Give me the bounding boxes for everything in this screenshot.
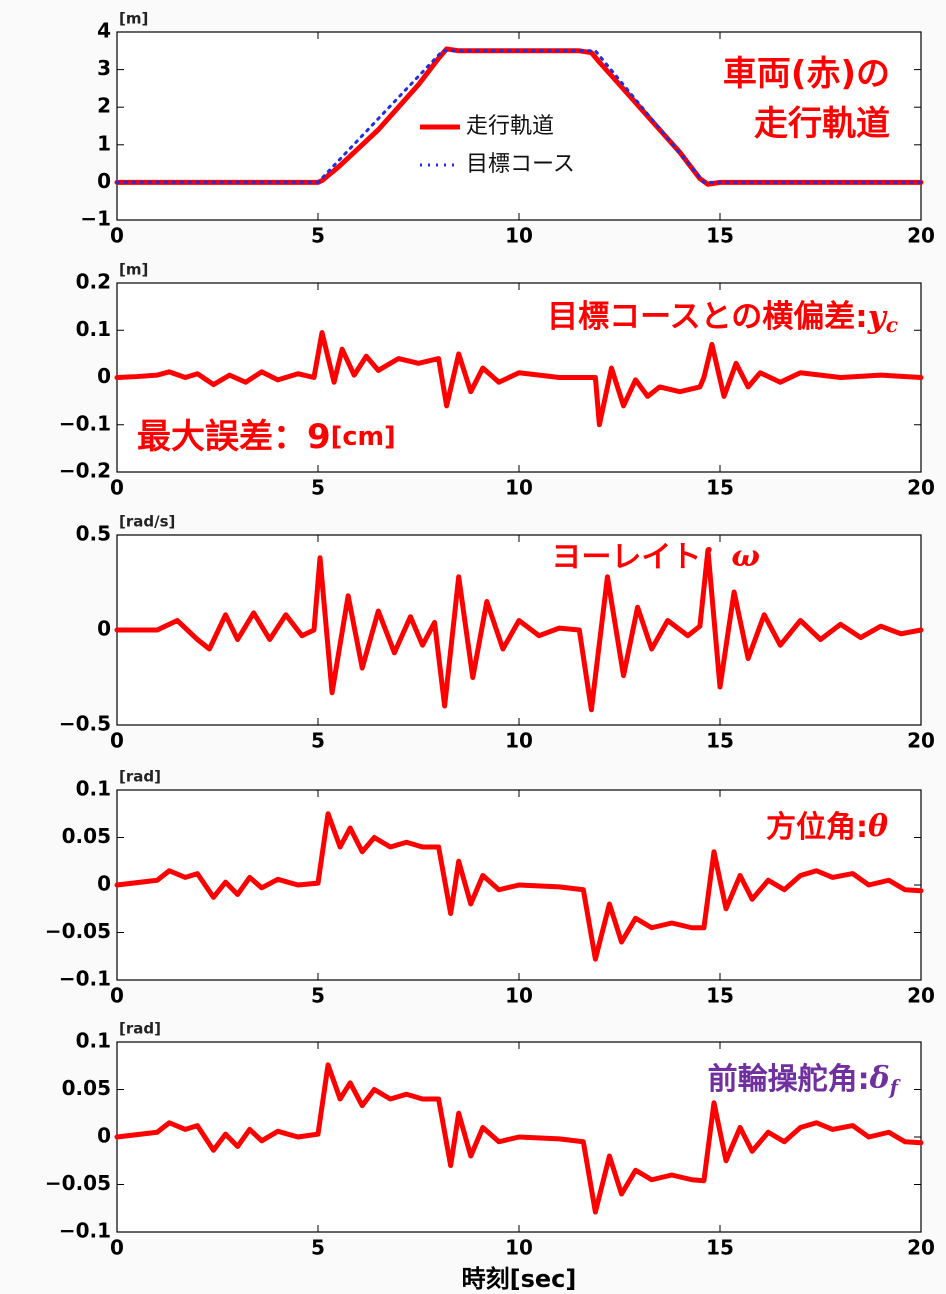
x-tick-label: 0 (110, 984, 124, 1008)
y-unit: [rad] (119, 768, 161, 786)
x-tick-label: 15 (706, 476, 734, 500)
x-tick-label: 10 (505, 224, 533, 248)
y-tick-label: 0.1 (76, 777, 111, 801)
x-tick-label: 5 (311, 984, 325, 1008)
y-tick-label: 0.05 (62, 824, 111, 848)
annotation-symbol: δ (869, 1061, 890, 1096)
annotation-subscript: c (886, 313, 898, 337)
x-tick-label: 5 (311, 1236, 325, 1260)
annotation-text: 目標コースとの横偏差: (547, 299, 868, 335)
x-tick-label: 20 (907, 1236, 935, 1260)
annotation: ヨーレイト：ω (551, 539, 760, 575)
y-tick-label: −0.1 (59, 411, 111, 435)
y-tick-label: 0 (97, 1124, 111, 1148)
x-tick-label: 5 (311, 476, 325, 500)
x-tick-label: 15 (706, 1236, 734, 1260)
x-tick-label: 10 (505, 476, 533, 500)
y-tick-label: 4 (97, 19, 111, 43)
y-tick-label: 0.05 (62, 1076, 111, 1100)
y-tick-label: −1 (80, 207, 111, 231)
annotation-symbol: y (867, 299, 888, 335)
annotation: 方位角:θ (766, 809, 888, 845)
x-tick-label: 20 (907, 224, 935, 248)
y-tick-label: 0.5 (76, 522, 111, 546)
y-unit: [m] (119, 10, 148, 28)
y-tick-label: −0.1 (59, 967, 111, 991)
annotation-text: 走行軌道 (754, 104, 890, 144)
plot-area (117, 535, 921, 725)
annotation-text: 最大誤差：9 (137, 417, 331, 457)
annotation-symbol: θ (868, 809, 888, 844)
y-unit: [rad] (119, 1020, 161, 1038)
y-tick-label: 0 (97, 872, 111, 896)
x-tick-label: 20 (907, 729, 935, 753)
annotation: 車両(赤)の (723, 54, 890, 94)
x-tick-label: 5 (311, 729, 325, 753)
y-unit: [m] (119, 261, 148, 279)
y-tick-label: −0.05 (45, 1171, 111, 1195)
x-tick-label: 0 (110, 729, 124, 753)
annotation-text: 車両(赤)の (723, 54, 890, 94)
y-tick-label: 0.2 (76, 270, 111, 294)
annotation-text: ヨーレイト： (551, 540, 731, 575)
y-tick-label: 3 (97, 56, 111, 80)
x-tick-label: 15 (706, 729, 734, 753)
x-tick-label: 0 (110, 1236, 124, 1260)
x-tick-label: 0 (110, 476, 124, 500)
annotation-suffix: [cm] (331, 422, 396, 452)
annotation: 目標コースとの横偏差:yc (547, 299, 898, 337)
y-tick-label: 0.1 (76, 317, 111, 341)
y-tick-label: −0.2 (59, 459, 111, 483)
x-tick-label: 5 (311, 224, 325, 248)
y-tick-label: 0.1 (76, 1029, 111, 1053)
annotation-text: 方位角: (766, 810, 868, 845)
x-tick-label: 10 (505, 1236, 533, 1260)
legend-label: 走行軌道 (466, 114, 554, 139)
x-tick-label: 20 (907, 984, 935, 1008)
figure: −10123405101520[m]車両(赤)の走行軌道走行軌道目標コース−0.… (0, 0, 946, 1294)
annotation: 最大誤差：9[cm] (137, 417, 396, 457)
y-tick-label: 2 (97, 94, 111, 118)
y-tick-label: 1 (97, 131, 111, 155)
y-tick-label: −0.1 (59, 1219, 111, 1243)
y-unit: [rad/s] (119, 513, 175, 531)
annotation-text: 前輪操舵角: (708, 1062, 870, 1097)
x-tick-label: 20 (907, 476, 935, 500)
y-tick-label: 0 (97, 364, 111, 388)
y-tick-label: −0.05 (45, 919, 111, 943)
x-tick-label: 10 (505, 984, 533, 1008)
annotation-symbol: ω (731, 539, 760, 574)
x-tick-label: 15 (706, 984, 734, 1008)
annotation: 走行軌道 (754, 104, 890, 144)
x-tick-label: 15 (706, 224, 734, 248)
y-tick-label: −0.5 (59, 712, 111, 736)
x-tick-label: 10 (505, 729, 533, 753)
x-label: 時刻[sec] (462, 1265, 577, 1293)
x-tick-label: 0 (110, 224, 124, 248)
y-tick-label: 0 (97, 617, 111, 641)
y-tick-label: 0 (97, 169, 111, 193)
annotation: 前輪操舵角:δf (708, 1061, 902, 1099)
legend-label: 目標コース (466, 152, 575, 177)
